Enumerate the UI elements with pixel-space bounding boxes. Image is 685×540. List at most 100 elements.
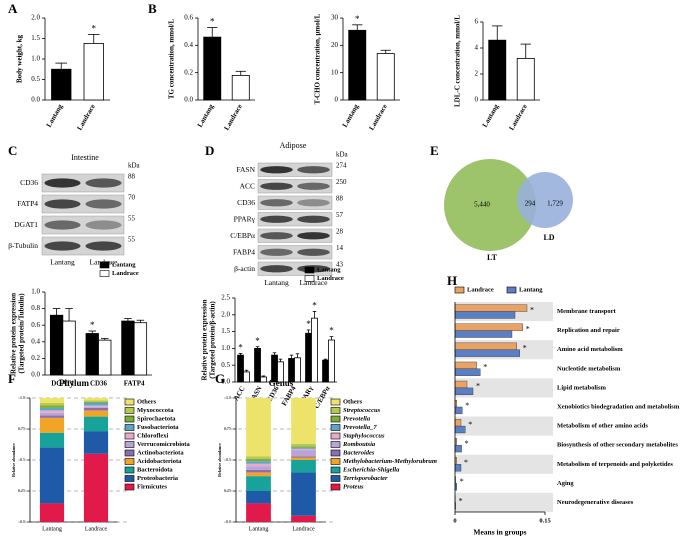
bar	[231, 75, 250, 101]
blot-band	[260, 166, 293, 174]
bar-segment	[246, 472, 271, 477]
legend-swatch	[124, 415, 135, 423]
y-axis-label: Relative protein expression	[10, 293, 18, 374]
bar-segment	[246, 398, 271, 457]
legend-label: Myxococcota	[137, 407, 174, 414]
bar	[454, 387, 474, 395]
bar-segment	[291, 460, 316, 473]
bar	[454, 304, 528, 312]
blot-row-label: β-Tubulin	[8, 241, 38, 250]
significance-mark: *	[92, 23, 97, 33]
y-tick-label: 0.2	[184, 68, 193, 76]
y-tick-label: 0.75	[18, 426, 25, 431]
y-tick-label: Aging	[557, 480, 574, 487]
blot-band	[44, 220, 81, 230]
panel-letter: E	[430, 143, 439, 158]
legend-swatch	[124, 466, 135, 474]
legend-label: Landrace	[467, 286, 494, 293]
legend-label: Firmicutes	[137, 483, 167, 490]
legend-swatch	[124, 432, 135, 440]
y-tick-label: 0	[475, 96, 479, 104]
legend-swatch	[99, 261, 110, 269]
y-axis-label: Body weight, kg	[16, 34, 24, 83]
y-tick-label: Biosynthesis of other secondary metaboli…	[557, 442, 678, 449]
legend-swatch	[124, 441, 135, 448]
y-tick-label: 0.6	[184, 14, 193, 22]
blot-kda: 250	[336, 178, 347, 186]
legend-swatch	[330, 483, 341, 491]
y-axis-label: (Targeted protein/β-actin)	[209, 301, 217, 379]
blot-kda: 55	[128, 215, 136, 223]
y-tick-label: Metabolism of terpenoids and polyketides	[557, 461, 673, 468]
x-tick-label: FATP4	[124, 380, 145, 388]
y-tick-label: 2	[475, 70, 479, 78]
blot-kda: 57	[336, 211, 344, 219]
legend-label: Terrisporobacter	[343, 475, 388, 482]
bar-segment	[39, 405, 65, 408]
bar-segment	[291, 450, 316, 457]
blot-row-label: CD36	[237, 198, 255, 207]
legend-swatch	[454, 286, 465, 294]
y-tick-label: 0.0	[226, 519, 231, 524]
y-tick-label: Metabolism of other amino acids	[557, 423, 648, 430]
blot-kda: 14	[336, 244, 344, 252]
bar-segment	[246, 503, 271, 522]
legend-swatch	[304, 266, 315, 274]
blot-band	[260, 265, 293, 273]
legend-swatch	[124, 424, 135, 431]
row-band	[455, 492, 553, 512]
blot-band	[85, 178, 122, 188]
y-tick-label: 20	[331, 41, 339, 49]
x-tick-label: 0.15	[539, 517, 551, 524]
y-tick-label: 1.0	[226, 395, 231, 400]
venn-label: LD	[543, 233, 554, 242]
blot-band	[85, 220, 122, 230]
y-tick-label: 0.6	[31, 321, 40, 329]
legend-label: Actinobacteriota	[137, 449, 184, 456]
bar-segment	[291, 448, 316, 451]
legend-label: Lantang	[519, 286, 543, 293]
bar-segment	[83, 431, 109, 454]
significance-mark: *	[459, 496, 463, 505]
bar	[454, 425, 466, 434]
bar-segment	[246, 461, 271, 464]
bar	[454, 311, 516, 319]
blot-band	[260, 248, 293, 256]
blot-title: Intestine	[71, 153, 99, 162]
significance-mark: *	[476, 382, 480, 391]
blot-row-label: FABP4	[233, 247, 255, 256]
bar	[454, 464, 462, 472]
blot-band	[260, 215, 293, 223]
significance-mark: *	[483, 363, 487, 372]
bar-segment	[39, 398, 65, 403]
bar-segment	[291, 457, 316, 460]
panel-letter: B	[148, 1, 157, 16]
bar	[376, 53, 395, 101]
bar-segment	[291, 472, 316, 516]
blot-unit: kDa	[128, 162, 141, 170]
legend-swatch	[304, 275, 315, 282]
venn-count: 1,729	[547, 200, 563, 208]
blot-kda: 88	[128, 173, 136, 181]
significance-mark: *	[238, 343, 243, 353]
bar-segment	[39, 402, 65, 406]
bar	[454, 406, 463, 415]
bar	[454, 380, 468, 389]
blot-title: Adipose	[280, 141, 307, 150]
bar	[311, 317, 318, 383]
significance-mark: *	[523, 344, 527, 353]
y-tick-label: 0.5	[226, 457, 231, 462]
bar	[98, 339, 112, 376]
blot-kda: 70	[128, 194, 136, 202]
y-tick-label: Replication and repair	[557, 327, 620, 334]
blot-band	[297, 199, 330, 207]
y-tick-label: 1.0	[221, 344, 230, 352]
blot-kda: 43	[336, 261, 344, 269]
bar	[454, 368, 481, 376]
bar	[237, 354, 244, 383]
x-tick-label: 0	[453, 517, 456, 524]
bar-segment	[246, 463, 271, 467]
legend-label: Acidobacteriota	[137, 458, 182, 465]
legend-swatch	[506, 286, 517, 294]
y-tick-label: Membrane transport	[557, 308, 617, 315]
